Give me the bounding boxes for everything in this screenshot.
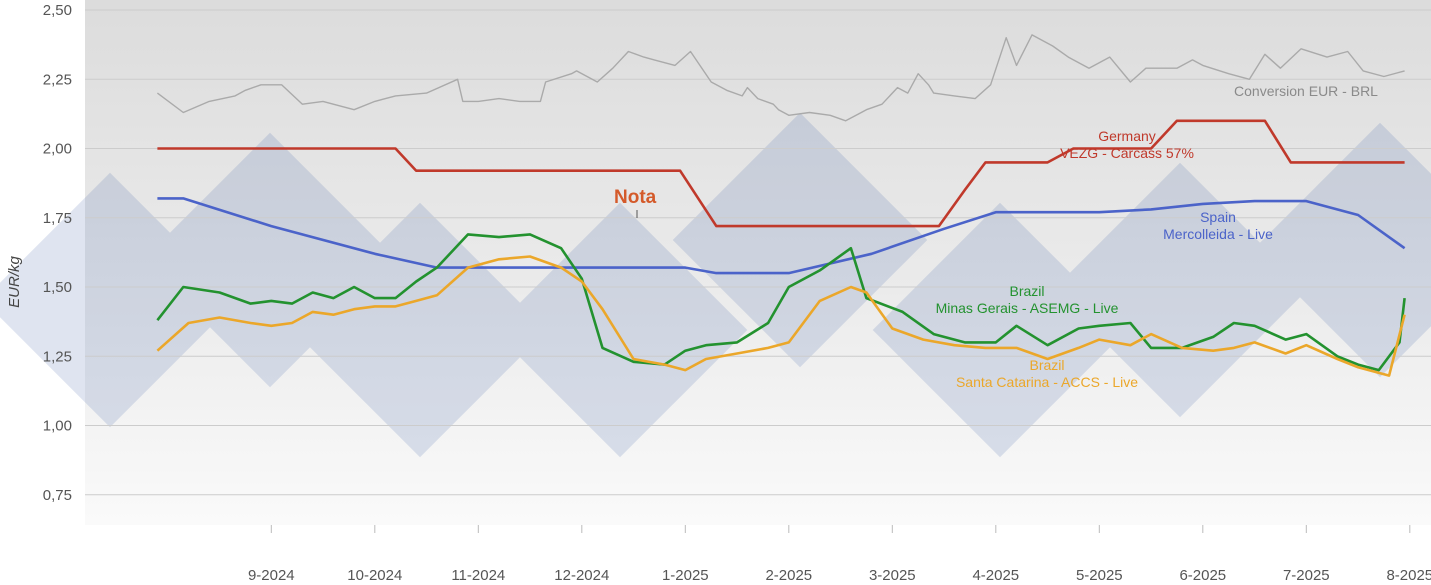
y-tick-label: 1,50 — [43, 279, 72, 296]
x-tick-label: 1-2025 — [662, 567, 709, 584]
x-tick-label: 9-2024 — [248, 567, 295, 584]
series-line — [156, 233, 1406, 372]
series-label: Mercolleida - Live — [1163, 226, 1273, 242]
y-tick-label: 1,00 — [43, 418, 72, 435]
x-tick-label: 6-2025 — [1179, 567, 1226, 584]
y-tick-label: 1,75 — [43, 210, 72, 227]
series-label: Spain — [1200, 209, 1236, 225]
series-label: Santa Catarina - ACCS - Live — [956, 374, 1138, 390]
y-axis-ticks: 2,50 2,25 2,00 1,75 1,50 1,25 1,00 0,75 — [43, 2, 72, 504]
series-lines — [156, 34, 1406, 377]
series-line — [156, 34, 1405, 122]
series-label: VEZG - Carcass 57% — [1060, 145, 1194, 161]
series-label: Conversion EUR - BRL — [1234, 83, 1378, 99]
x-tick-label: 2-2025 — [765, 567, 812, 584]
y-tick-label: 1,25 — [43, 348, 72, 365]
y-tick-label: 2,25 — [43, 71, 72, 88]
x-tick-label: 12-2024 — [554, 567, 609, 584]
series-label: Minas Gerais - ASEMG - Live — [936, 300, 1119, 316]
x-tick-label: 11-2024 — [451, 567, 505, 584]
series-line — [157, 119, 1405, 228]
x-axis-ticks: 9-2024 10-2024 11-2024 12-2024 1-2025 2-2025 3… — [248, 525, 1431, 584]
series-label: Brazil — [1029, 357, 1064, 373]
y-tick-label: 2,00 — [43, 141, 72, 158]
nota-annotation: Nota — [614, 187, 657, 208]
x-tick-label: 10-2024 — [347, 567, 402, 584]
x-tick-label: 5-2025 — [1076, 567, 1123, 584]
x-tick-label: 3-2025 — [869, 567, 916, 584]
series-label: Germany — [1098, 128, 1156, 144]
y-axis-title: EUR/kg — [6, 256, 23, 308]
grid — [85, 9, 1431, 496]
watermark-shape — [672, 112, 928, 368]
series-line — [156, 255, 1406, 377]
x-tick-label: 7-2025 — [1283, 567, 1330, 584]
y-tick-label: 0,75 — [43, 487, 72, 504]
chart-background — [85, 0, 1431, 525]
y-tick-label: 2,50 — [43, 2, 72, 19]
series-label: Brazil — [1009, 283, 1044, 299]
x-tick-label: 4-2025 — [972, 567, 1019, 584]
x-tick-label: 8-2025 — [1386, 567, 1431, 584]
